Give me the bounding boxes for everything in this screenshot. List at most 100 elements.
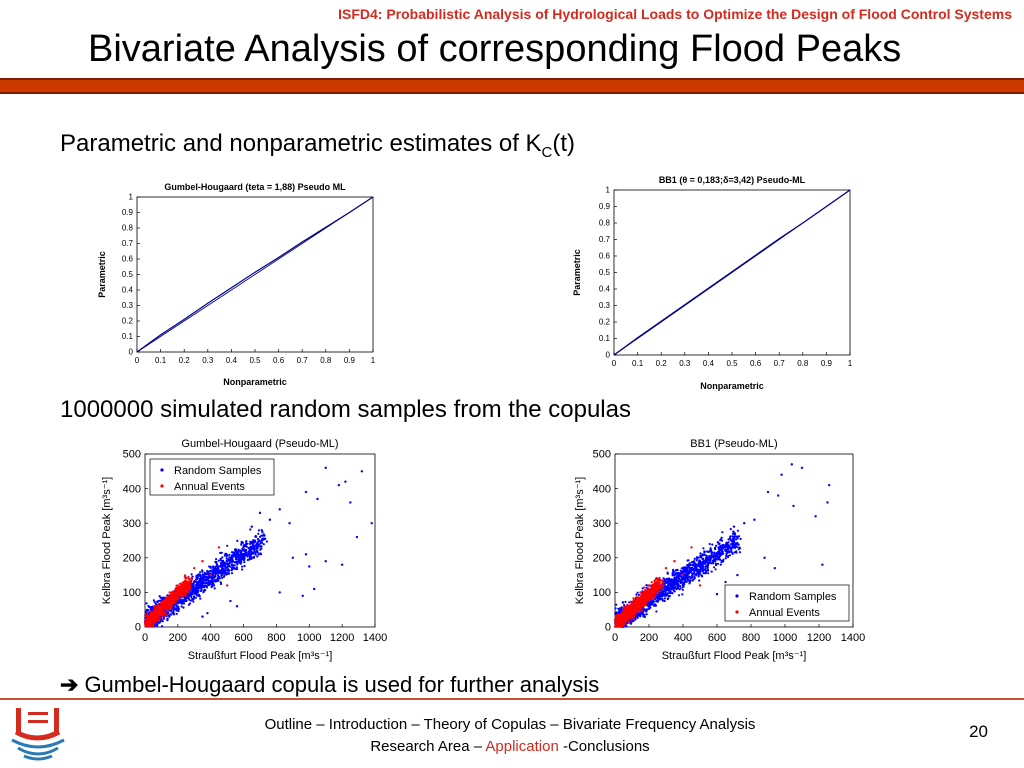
kc-heading-text: Parametric and nonparametric estimates o… [60, 130, 542, 157]
random-sample-point [643, 608, 646, 611]
random-sample-point [175, 612, 178, 615]
random-sample-point [712, 566, 716, 569]
random-sample-point [689, 564, 692, 567]
random-sample-point [689, 579, 692, 582]
random-sample-point [716, 562, 720, 565]
random-sample-point [234, 557, 237, 561]
random-sample-point [222, 570, 226, 573]
random-sample-point [211, 577, 214, 580]
random-sample-point [695, 559, 698, 562]
random-sample-point [663, 589, 667, 593]
annual-event-point [649, 597, 652, 600]
annual-event-point [166, 597, 169, 600]
random-sample-point [234, 550, 237, 553]
random-sample-point [702, 560, 705, 564]
random-sample-point [152, 599, 155, 602]
random-sample-point [711, 543, 714, 546]
random-sample-point [248, 555, 251, 558]
random-sample-point [689, 567, 692, 571]
random-sample-point [652, 600, 655, 603]
annual-event-point [186, 580, 189, 583]
random-sample-point [726, 555, 730, 559]
random-sample-point [713, 551, 716, 554]
random-sample-point [261, 539, 264, 542]
random-sample-point [198, 579, 201, 582]
y-tick-label: 0.8 [599, 219, 611, 228]
x-tick-label: 0 [612, 632, 618, 644]
random-sample-point [697, 563, 701, 566]
annual-event-point [654, 582, 657, 585]
random-sample-point [714, 568, 717, 571]
random-sample-point [202, 590, 205, 593]
samples-heading: 1000000 simulated random samples from th… [60, 396, 631, 423]
random-sample-point [226, 544, 229, 547]
annual-event-point [176, 584, 180, 587]
x-tick-label: 0.2 [656, 359, 668, 368]
random-sample-point [224, 567, 227, 570]
annual-event-point [187, 590, 191, 593]
random-sample-point [687, 578, 690, 582]
random-sample-point [239, 556, 242, 559]
annual-event-point [182, 581, 185, 584]
annual-event-point [209, 573, 212, 577]
random-sample-point [233, 548, 236, 551]
annual-event-point [157, 619, 160, 622]
random-sample-point [668, 579, 672, 582]
random-sample-point [252, 556, 255, 559]
annual-event-point [190, 576, 193, 579]
random-sample-point [707, 572, 710, 575]
annual-event-point [188, 588, 191, 591]
annual-event-point [171, 599, 174, 602]
random-sample-point [185, 597, 188, 600]
random-sample-point [800, 466, 804, 470]
random-sample-point [766, 490, 770, 494]
random-sample-point [215, 569, 218, 572]
y-tick-label: 500 [593, 449, 611, 461]
random-sample-point [250, 525, 253, 528]
random-sample-point [256, 550, 259, 554]
random-sample-point [716, 555, 719, 558]
annual-event-point [156, 609, 159, 613]
title-divider-bar [0, 78, 1024, 94]
random-sample-point [265, 540, 268, 543]
random-sample-point [703, 550, 706, 553]
random-sample-point [732, 525, 736, 528]
annual-event-point [150, 613, 153, 616]
random-sample-point [704, 556, 707, 560]
random-sample-point [682, 566, 685, 569]
annual-event-point [160, 609, 163, 612]
random-sample-point [671, 572, 674, 575]
random-sample-point [304, 553, 308, 556]
annual-event-point [170, 596, 174, 599]
random-sample-point [213, 579, 216, 582]
random-sample-point [681, 588, 684, 591]
random-sample-point [773, 566, 776, 570]
x-tick-label: 800 [267, 632, 285, 644]
random-sample-point [259, 545, 262, 548]
random-sample-point [665, 592, 668, 595]
random-sample-point [191, 587, 194, 590]
random-sample-point [161, 625, 164, 628]
x-tick-label: 1400 [363, 632, 387, 644]
random-sample-point [172, 608, 175, 611]
random-sample-point [709, 558, 712, 561]
x-tick-label: 0.5 [726, 359, 738, 368]
random-sample-point [250, 556, 253, 559]
random-sample-point [201, 573, 204, 576]
random-sample-point [707, 563, 710, 566]
random-sample-point [263, 534, 266, 537]
random-sample-point [254, 551, 257, 554]
annual-event-point [153, 611, 157, 615]
random-sample-point [214, 573, 217, 576]
random-sample-point [631, 619, 634, 622]
annual-event-point [162, 610, 165, 613]
random-sample-point [213, 584, 216, 587]
random-sample-point [189, 593, 192, 596]
x-tick-label: 0.6 [273, 356, 285, 365]
legend-marker-annual [160, 484, 164, 488]
x-tick-label: 400 [674, 632, 692, 644]
annual-event-point [175, 598, 179, 601]
random-sample-point [227, 563, 230, 566]
annual-event-point [217, 546, 221, 549]
